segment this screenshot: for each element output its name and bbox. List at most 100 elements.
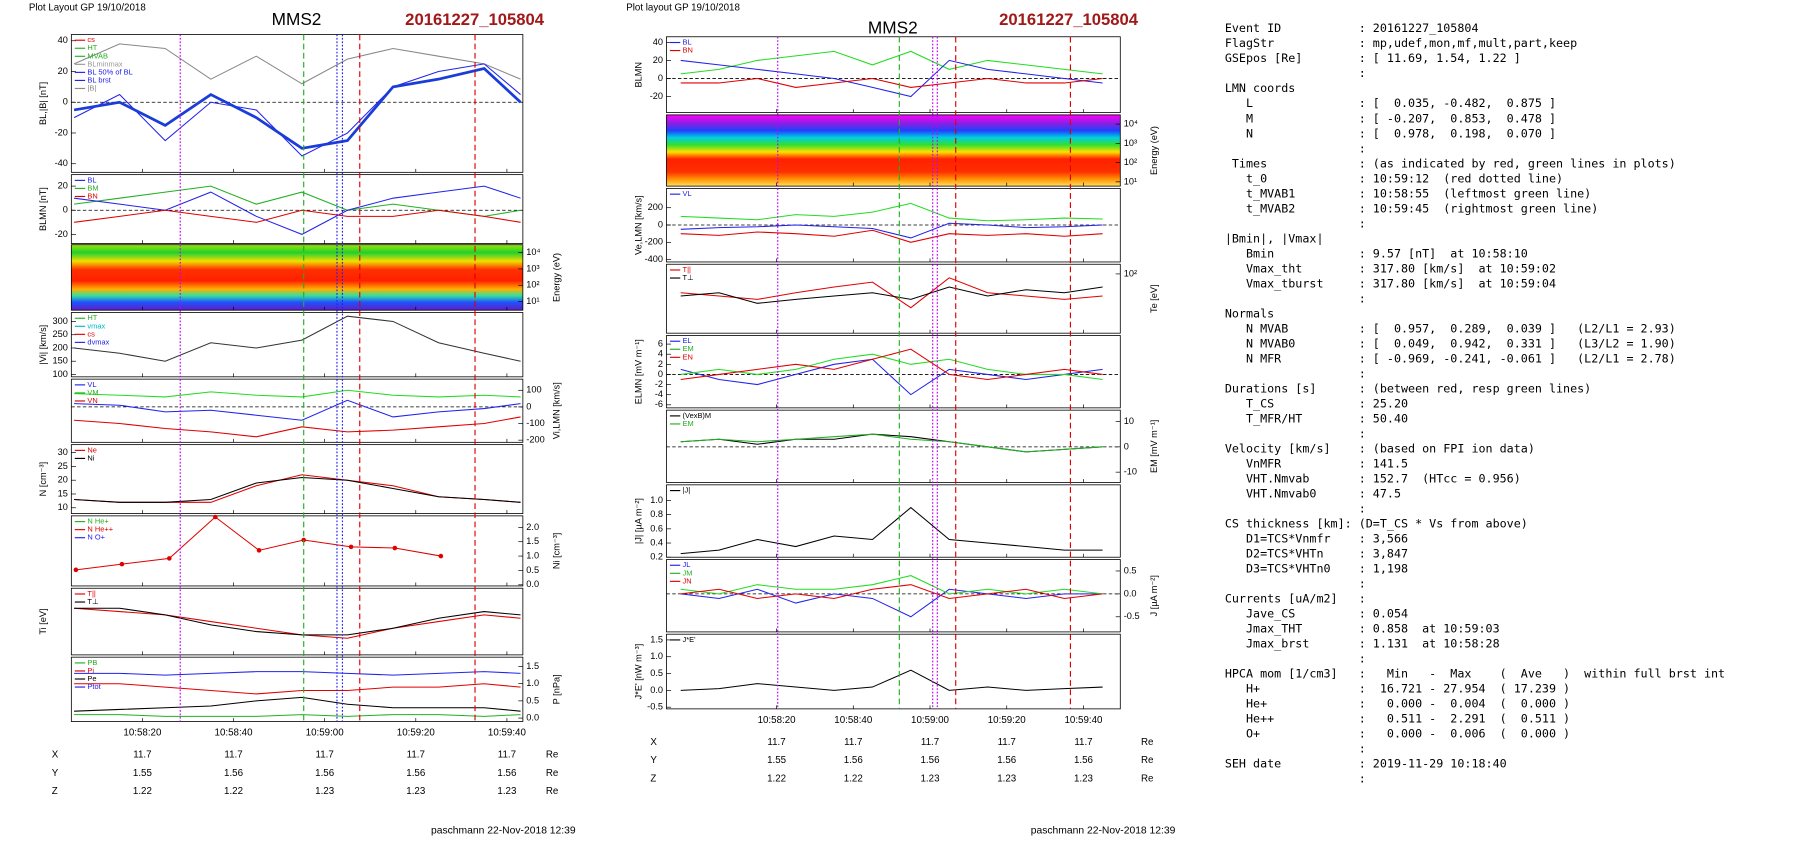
ephemeris-value: 1.23	[315, 786, 334, 797]
ephemeris-value: 11.7	[767, 737, 785, 748]
x-tick-label: 10:59:00	[306, 728, 345, 739]
y-tick-label: 300	[53, 316, 68, 326]
legend-label: JN	[683, 576, 692, 585]
series-line	[680, 59, 1103, 98]
ephemeris-value: 11.7	[133, 749, 151, 760]
data-point	[438, 553, 444, 559]
y-axis-label: J [µA m⁻²]	[1149, 575, 1159, 616]
info-line: |Bmin|, |Vmax|	[1225, 231, 1324, 245]
ephemeris-unit: Re	[1141, 755, 1153, 766]
y-tick-label: 10	[58, 502, 68, 512]
legend-label: N He+	[87, 517, 108, 526]
info-line: Event ID : 20161227_105804	[1225, 21, 1479, 35]
info-line: t_MVAB1 : 10:58:55 (leftmost green line)	[1225, 186, 1591, 200]
series-line	[74, 696, 521, 712]
x-tick-label: 10:59:40	[488, 728, 527, 739]
y-tick-label: 0.0	[1124, 588, 1137, 598]
panel-frame	[666, 409, 1121, 483]
y-axis-label: BLMN	[633, 62, 643, 88]
y-tick-label: 2	[658, 359, 663, 369]
y-axis-label: |J| [µA m⁻²]	[633, 498, 643, 544]
y-tick-label: -10	[1124, 467, 1137, 477]
y-tick-label: 0	[63, 205, 68, 215]
ephemeris-value: 1.56	[315, 768, 334, 779]
legend-label: VN	[87, 396, 97, 405]
ephemeris-label: Y	[52, 768, 59, 779]
y-tick-label: -40	[55, 158, 68, 168]
y-tick-label: 0.6	[650, 523, 663, 533]
y-axis-label: EM [mV m⁻¹]	[1149, 420, 1159, 473]
y-tick-label: 10²	[526, 280, 539, 290]
ephemeris-value: 11.7	[407, 749, 425, 760]
y-tick-label: -0.5	[647, 702, 663, 712]
info-line: N MVAB : [ 0.957, 0.289, 0.039 ] (L2/L1 …	[1225, 321, 1676, 335]
ephemeris-unit: Re	[546, 768, 558, 779]
y-tick-label: 1.0	[526, 550, 539, 560]
y-tick-label: -20	[55, 127, 68, 137]
series-line	[680, 358, 1103, 396]
info-line: N MVAB0 : [ 0.049, 0.942, 0.331 ] (L3/L2…	[1225, 336, 1676, 350]
info-line: FlagStr : mp,udef,mon,mf,mult,part,keep	[1225, 36, 1577, 50]
legend-label: HT	[87, 313, 97, 322]
y-tick-label: 25	[58, 461, 68, 471]
footer: paschmann 22-Nov-2018 12:39	[1031, 825, 1176, 836]
y-tick-label: 2.0	[526, 522, 539, 532]
legend-label: EL	[683, 336, 692, 345]
y-tick-label: 10²	[1124, 268, 1137, 278]
ephemeris-value: 1.22	[133, 786, 152, 797]
x-tick-label: 10:58:40	[215, 728, 254, 739]
y-tick-label: 10³	[1124, 138, 1137, 148]
legend-label: Pe	[87, 674, 96, 683]
y-tick-label: -400	[645, 254, 663, 264]
ephemeris-value: 1.23	[997, 774, 1016, 785]
y-tick-label: 10¹	[1124, 176, 1137, 186]
ephemeris-unit: Re	[1141, 774, 1153, 785]
legend-label: |J|	[683, 486, 691, 495]
y-tick-label: 10⁴	[1124, 119, 1138, 129]
panel-frame	[70, 515, 524, 587]
y-tick-label: 100	[53, 369, 68, 379]
series-line	[680, 588, 1103, 618]
legend-label: EN	[683, 352, 693, 361]
series-line	[680, 222, 1103, 239]
legend-label: T||	[683, 265, 691, 274]
y-tick-label: -200	[526, 435, 544, 445]
legend-label: JL	[683, 560, 691, 569]
series-line	[680, 50, 1103, 75]
ephemeris-label: Z	[650, 774, 656, 785]
series-line	[74, 315, 521, 362]
y-tick-label: 0.8	[650, 509, 663, 519]
ephemeris-value: 11.7	[498, 749, 516, 760]
info-line: VHT.Nmvab : 152.7 (HTcc = 0.956)	[1225, 471, 1521, 485]
ephemeris-value: 1.56	[844, 755, 863, 766]
series-line	[75, 516, 441, 571]
info-line: HPCA mom [1/cm3] : Min - Max ( Ave ) wit…	[1225, 666, 1725, 680]
y-axis-label: BL,|B| [nT]	[38, 82, 48, 125]
series-line	[73, 43, 521, 85]
info-line: :	[1225, 651, 1366, 665]
ephemeris-unit: Re	[546, 786, 558, 797]
ephemeris-value: 1.56	[997, 755, 1016, 766]
legend-label: (VexB)M	[683, 411, 712, 420]
x-tick-label: 10:59:00	[911, 715, 950, 726]
legend-label: N He++	[87, 525, 113, 534]
legend-label: Ptot	[87, 682, 101, 691]
legend-label: VL	[683, 189, 692, 198]
legend-label: cs	[87, 329, 95, 338]
event-id: 20161227_105804	[999, 10, 1139, 29]
ephemeris-label: Z	[52, 786, 58, 797]
y-tick-label: 0	[658, 219, 663, 229]
y-tick-label: 6	[658, 339, 663, 349]
y-tick-label: 0.5	[526, 695, 539, 705]
info-line: N MFR : [ -0.969, -0.241, -0.061 ] (L2/L…	[1225, 351, 1676, 365]
y-tick-label: 0.5	[1124, 565, 1137, 575]
plot-title: MMS2	[868, 17, 918, 37]
y-axis-label: |Vi| [km/s]	[38, 325, 48, 365]
y-tick-label: 0.0	[526, 579, 539, 589]
ephemeris-value: 1.56	[224, 768, 243, 779]
plot-title: MMS2	[272, 9, 322, 29]
legend-label: EM	[683, 419, 694, 428]
info-line: T_CS : 25.20	[1225, 396, 1408, 410]
info-line: Jmax_brst : 1.131 at 10:58:28	[1225, 636, 1500, 650]
